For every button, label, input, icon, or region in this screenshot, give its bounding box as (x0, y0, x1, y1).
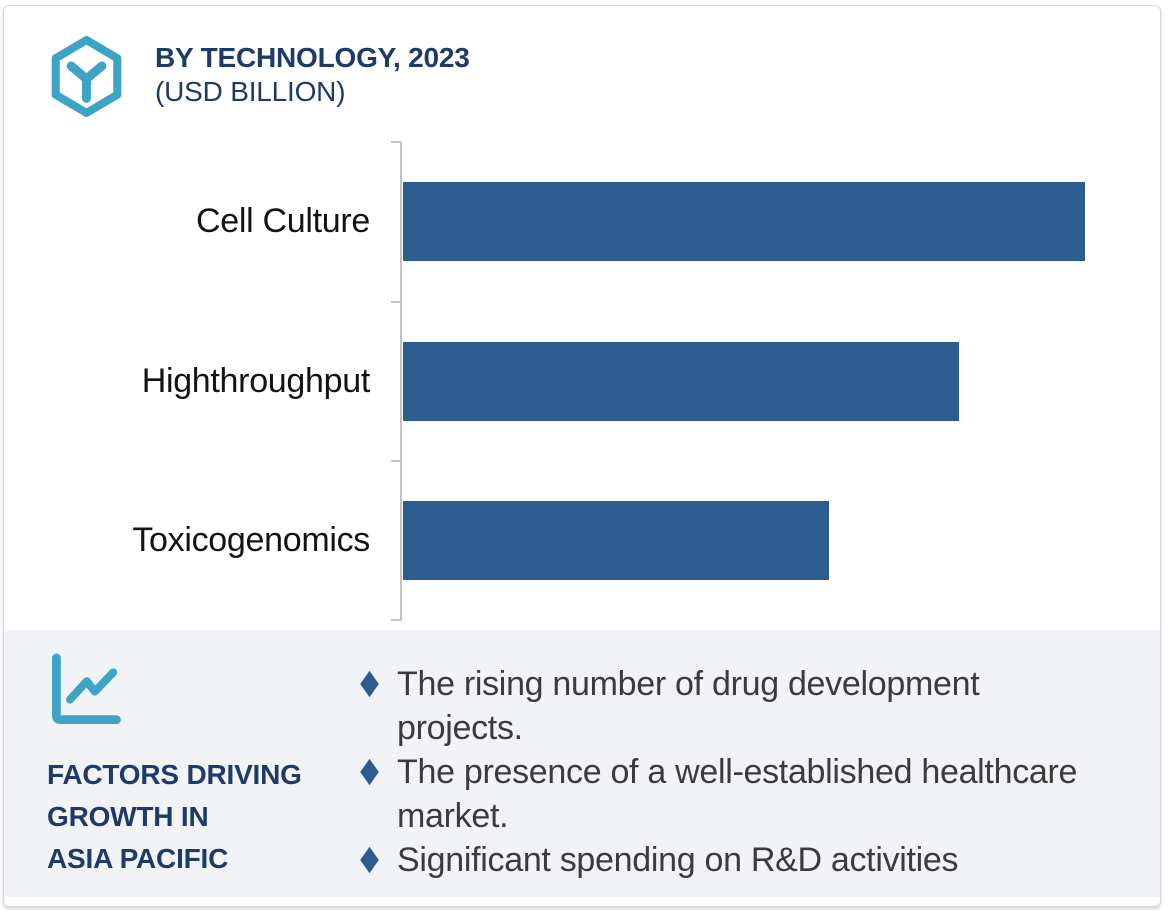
diamond-bullet-icon (360, 846, 379, 874)
factors-heading-line: GROWTH IN (47, 801, 209, 832)
bullet-item: The rising number of drug development pr… (357, 662, 1137, 750)
chart-subtitle: (USD BILLION) (155, 76, 346, 107)
bullet-item: The presence of a well-established healt… (357, 750, 1137, 838)
axis-tick (391, 619, 401, 621)
axis-tick (391, 460, 401, 462)
bar-cell-culture (403, 182, 1085, 261)
diamond-bullet-icon (360, 758, 379, 786)
chart-title: BY TECHNOLOGY, 2023 (155, 42, 470, 73)
factors-heading-line: ASIA PACIFIC (47, 843, 229, 874)
axis-tick (391, 301, 401, 303)
category-label: Highthroughput (141, 362, 371, 400)
factors-panel (4, 630, 1160, 897)
bullet-item: Significant spending on R&D activities (357, 838, 1137, 882)
line-chart-icon (52, 653, 121, 724)
hexagon-box-logo-icon (51, 36, 122, 117)
chart-title-block: BY TECHNOLOGY, 2023 (USD BILLION) (155, 41, 470, 108)
factors-heading: FACTORS DRIVING GROWTH IN ASIA PACIFIC (47, 754, 302, 880)
bullet-text: Significant spending on R&D activities (397, 841, 959, 879)
bar-toxicogenomics (403, 501, 829, 580)
category-label: Cell Culture (195, 202, 370, 240)
bar-highthroughput (403, 342, 959, 421)
category-label: Toxicogenomics (132, 521, 370, 559)
bullet-text: The presence of a well-established healt… (397, 753, 1078, 835)
factors-bullet-list: The rising number of drug development pr… (357, 662, 1137, 882)
factors-heading-line: FACTORS DRIVING (47, 759, 302, 790)
bullet-text: The rising number of drug development pr… (397, 665, 980, 747)
category-axis-line (400, 142, 402, 621)
axis-tick (391, 141, 401, 143)
diamond-bullet-icon (360, 670, 379, 698)
